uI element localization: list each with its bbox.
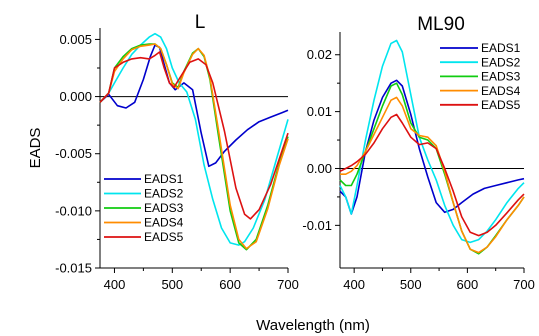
series-line-eads2 — [99, 32, 289, 246]
series-line-eads5 — [99, 51, 289, 220]
x-tick-label: 400 — [104, 277, 126, 292]
legend-label: EADS2 — [481, 55, 521, 69]
y-tick-label: -0.010 — [55, 203, 92, 218]
y-tick-label: -0.005 — [55, 146, 92, 161]
legend-label: EADS3 — [144, 201, 184, 215]
series-line-eads5 — [339, 113, 525, 237]
series-line-eads2 — [339, 39, 525, 244]
legend-label: EADS2 — [144, 187, 184, 201]
legend-label: EADS5 — [144, 230, 184, 244]
x-axis-title: Wavelength (nm) — [256, 317, 370, 334]
x-tick-label: 600 — [457, 277, 479, 292]
y-tick-label: 0.00 — [307, 161, 332, 176]
series-line-eads3 — [99, 43, 289, 251]
legend-label: EADS4 — [481, 84, 521, 98]
panel-title: ML90 — [417, 14, 465, 35]
x-tick-label: 500 — [400, 277, 422, 292]
legend-label: EADS1 — [481, 41, 521, 55]
y-tick-label: 0.005 — [59, 32, 92, 47]
y-tick-label: 0.000 — [59, 89, 92, 104]
y-tick-label: -0.01 — [302, 218, 332, 233]
series-line-eads4 — [99, 43, 289, 250]
legend-label: EADS3 — [481, 70, 521, 84]
series-line-eads1 — [339, 79, 525, 215]
panel-L: 400 500 600 700 -0.015 -0.010 -0.005 0.000 0.005… — [55, 12, 299, 292]
y-axis-title: EADS — [27, 128, 44, 169]
x-tick-label: 600 — [219, 277, 241, 292]
legend-label: EADS1 — [144, 172, 184, 186]
legend-label: EADS4 — [144, 216, 184, 230]
series-line-eads1 — [99, 44, 289, 168]
y-tick-label: 0.02 — [307, 47, 332, 62]
y-tick-label: 0.01 — [307, 104, 332, 119]
panel-ML90: 400 500 600 700-0.010.000.010.02 EADS1EADS2E… — [302, 14, 534, 292]
x-tick-label: 700 — [513, 277, 535, 292]
x-tick-label: 500 — [161, 277, 183, 292]
x-tick-label: 700 — [277, 277, 299, 292]
panel-title: L — [195, 12, 206, 33]
x-tick-label: 400 — [343, 277, 365, 292]
legend-label: EADS5 — [481, 98, 521, 112]
series-line-eads4 — [340, 96, 525, 254]
y-tick-label: -0.015 — [55, 261, 92, 276]
